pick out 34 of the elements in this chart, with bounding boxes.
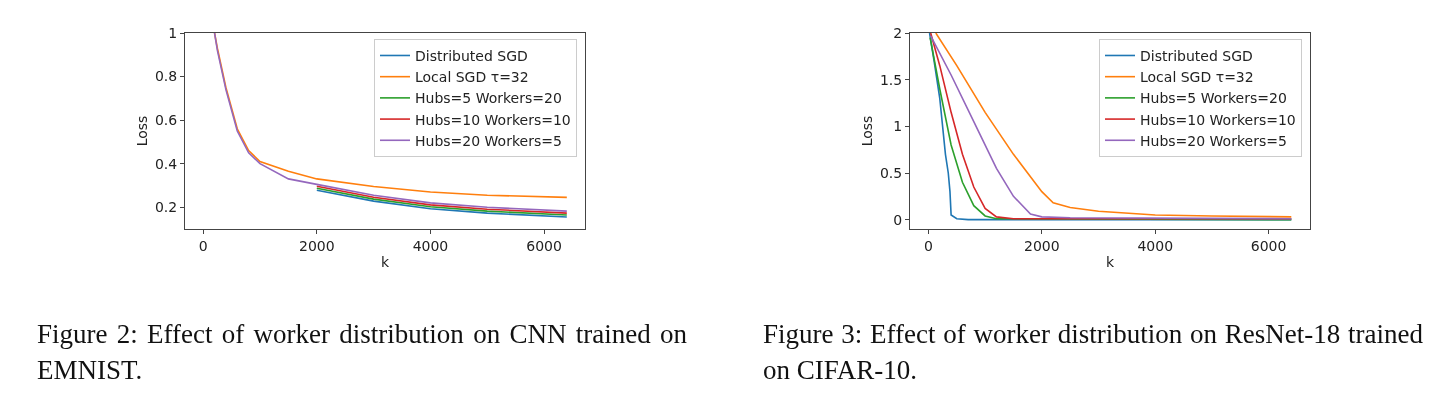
legend-label: Hubs=10 Workers=10	[1140, 111, 1296, 128]
legend-label: Local SGD τ=32	[1140, 69, 1254, 86]
x-tick-label: 6000	[1250, 237, 1287, 254]
y-tick-label: 0	[893, 211, 903, 228]
y-tick-label: 1	[893, 118, 903, 135]
y-tick-label: 0.6	[154, 112, 178, 129]
y-tick-label: 0.8	[154, 68, 178, 85]
legend-label: Local SGD τ=32	[415, 69, 529, 86]
legend-label: Hubs=20 Workers=5	[1140, 132, 1287, 149]
y-tick-label: 0.2	[154, 199, 178, 216]
legend-label: Hubs=5 Workers=20	[1140, 90, 1287, 107]
x-tick-label: 2000	[1024, 237, 1060, 254]
caption: Figure 3: Effect of worker distribution on ResNet-18 trained on CIFAR-10.	[763, 318, 1423, 387]
legend-label: Distributed SGD	[1140, 47, 1253, 64]
y-tick-label: 0.4	[154, 155, 178, 172]
y-tick-label: 1	[168, 24, 178, 41]
x-axis-title: k	[380, 254, 390, 271]
y-tick-label: 2	[893, 24, 903, 41]
x-tick-label: 4000	[1137, 237, 1174, 254]
x-tick-label: 2000	[299, 237, 335, 254]
x-tick-label: 6000	[526, 237, 562, 254]
legend-label: Hubs=20 Workers=5	[415, 132, 562, 149]
x-axis-title: k	[1105, 254, 1115, 271]
y-axis-title: Loss	[858, 115, 875, 147]
y-tick-label: 0.5	[879, 164, 903, 181]
y-axis-title: Loss	[133, 115, 150, 147]
x-tick-label: 4000	[412, 237, 449, 254]
legend-label: Distributed SGD	[415, 47, 528, 64]
legend-label: Hubs=10 Workers=10	[415, 111, 571, 128]
caption: Figure 2: Effect of worker distribution on CNN trained on EMNIST.	[37, 318, 687, 387]
x-tick-label: 0	[923, 237, 933, 254]
legend-label: Hubs=5 Workers=20	[415, 90, 562, 107]
y-tick-label: 1.5	[879, 71, 903, 88]
x-tick-label: 0	[198, 237, 208, 254]
